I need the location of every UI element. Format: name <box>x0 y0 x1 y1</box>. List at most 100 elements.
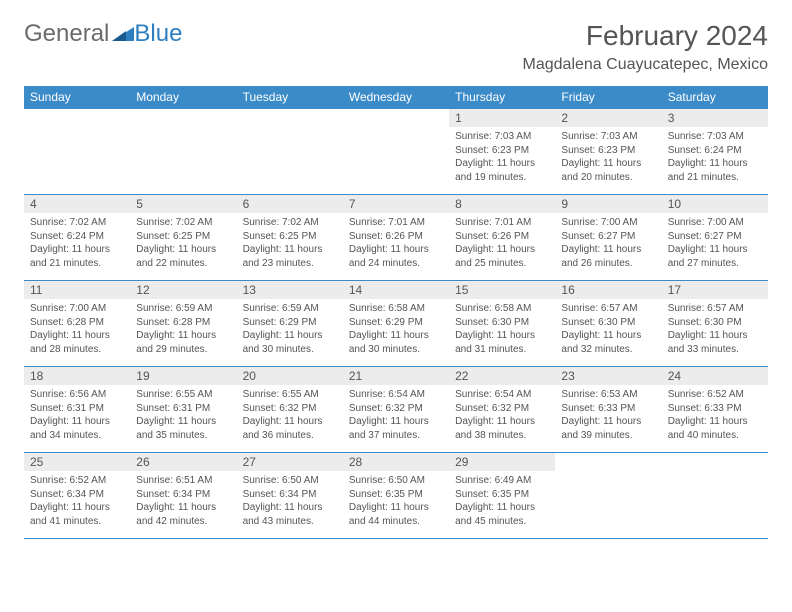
day-data: Sunrise: 6:55 AMSunset: 6:31 PMDaylight:… <box>130 385 236 445</box>
sunset-text: Sunset: 6:34 PM <box>243 488 337 502</box>
sunset-text: Sunset: 6:35 PM <box>349 488 443 502</box>
calendar-cell: 4Sunrise: 7:02 AMSunset: 6:24 PMDaylight… <box>24 195 130 281</box>
calendar-cell: 8Sunrise: 7:01 AMSunset: 6:26 PMDaylight… <box>449 195 555 281</box>
day-number: 11 <box>24 281 130 299</box>
day-data: Sunrise: 6:55 AMSunset: 6:32 PMDaylight:… <box>237 385 343 445</box>
sunrise-text: Sunrise: 7:00 AM <box>668 216 762 230</box>
title-block: February 2024 Magdalena Cuayucatepec, Me… <box>523 20 768 74</box>
sunset-text: Sunset: 6:25 PM <box>136 230 230 244</box>
calendar-cell: 19Sunrise: 6:55 AMSunset: 6:31 PMDayligh… <box>130 367 236 453</box>
daylight-text: Daylight: 11 hours and 32 minutes. <box>561 329 655 356</box>
sunset-text: Sunset: 6:29 PM <box>243 316 337 330</box>
day-number: 7 <box>343 195 449 213</box>
sunset-text: Sunset: 6:31 PM <box>136 402 230 416</box>
calendar-cell: 9Sunrise: 7:00 AMSunset: 6:27 PMDaylight… <box>555 195 661 281</box>
calendar-cell: 7Sunrise: 7:01 AMSunset: 6:26 PMDaylight… <box>343 195 449 281</box>
calendar-cell: 20Sunrise: 6:55 AMSunset: 6:32 PMDayligh… <box>237 367 343 453</box>
day-number: 22 <box>449 367 555 385</box>
daylight-text: Daylight: 11 hours and 22 minutes. <box>136 243 230 270</box>
sunrise-text: Sunrise: 7:00 AM <box>561 216 655 230</box>
calendar-cell <box>343 109 449 195</box>
sunrise-text: Sunrise: 6:57 AM <box>561 302 655 316</box>
day-number: 29 <box>449 453 555 471</box>
day-data: Sunrise: 6:52 AMSunset: 6:33 PMDaylight:… <box>662 385 768 445</box>
sunset-text: Sunset: 6:23 PM <box>455 144 549 158</box>
sunset-text: Sunset: 6:27 PM <box>668 230 762 244</box>
calendar-cell: 21Sunrise: 6:54 AMSunset: 6:32 PMDayligh… <box>343 367 449 453</box>
day-data: Sunrise: 7:02 AMSunset: 6:24 PMDaylight:… <box>24 213 130 273</box>
sunrise-text: Sunrise: 6:59 AM <box>136 302 230 316</box>
sunset-text: Sunset: 6:34 PM <box>136 488 230 502</box>
daylight-text: Daylight: 11 hours and 29 minutes. <box>136 329 230 356</box>
sunrise-text: Sunrise: 7:02 AM <box>243 216 337 230</box>
sunset-text: Sunset: 6:24 PM <box>668 144 762 158</box>
day-number: 26 <box>130 453 236 471</box>
sunset-text: Sunset: 6:32 PM <box>455 402 549 416</box>
daylight-text: Daylight: 11 hours and 28 minutes. <box>30 329 124 356</box>
sunrise-text: Sunrise: 6:51 AM <box>136 474 230 488</box>
day-data: Sunrise: 6:56 AMSunset: 6:31 PMDaylight:… <box>24 385 130 445</box>
sunrise-text: Sunrise: 7:02 AM <box>136 216 230 230</box>
daylight-text: Daylight: 11 hours and 30 minutes. <box>349 329 443 356</box>
daylight-text: Daylight: 11 hours and 21 minutes. <box>30 243 124 270</box>
calendar-cell <box>237 109 343 195</box>
day-data: Sunrise: 6:50 AMSunset: 6:35 PMDaylight:… <box>343 471 449 531</box>
calendar-body: 1Sunrise: 7:03 AMSunset: 6:23 PMDaylight… <box>24 109 768 539</box>
calendar-cell <box>130 109 236 195</box>
sunrise-text: Sunrise: 6:52 AM <box>30 474 124 488</box>
weekday-header: Thursday <box>449 86 555 109</box>
calendar-week-row: 11Sunrise: 7:00 AMSunset: 6:28 PMDayligh… <box>24 281 768 367</box>
day-data: Sunrise: 6:59 AMSunset: 6:29 PMDaylight:… <box>237 299 343 359</box>
calendar-week-row: 25Sunrise: 6:52 AMSunset: 6:34 PMDayligh… <box>24 453 768 539</box>
weekday-header: Saturday <box>662 86 768 109</box>
calendar-week-row: 4Sunrise: 7:02 AMSunset: 6:24 PMDaylight… <box>24 195 768 281</box>
sunset-text: Sunset: 6:31 PM <box>30 402 124 416</box>
sunset-text: Sunset: 6:28 PM <box>30 316 124 330</box>
calendar-cell: 11Sunrise: 7:00 AMSunset: 6:28 PMDayligh… <box>24 281 130 367</box>
weekday-header: Friday <box>555 86 661 109</box>
sunset-text: Sunset: 6:32 PM <box>349 402 443 416</box>
sunrise-text: Sunrise: 6:57 AM <box>668 302 762 316</box>
calendar-cell: 27Sunrise: 6:50 AMSunset: 6:34 PMDayligh… <box>237 453 343 539</box>
daylight-text: Daylight: 11 hours and 36 minutes. <box>243 415 337 442</box>
sunrise-text: Sunrise: 7:03 AM <box>561 130 655 144</box>
daylight-text: Daylight: 11 hours and 30 minutes. <box>243 329 337 356</box>
calendar-cell: 15Sunrise: 6:58 AMSunset: 6:30 PMDayligh… <box>449 281 555 367</box>
logo-triangle-icon <box>112 20 134 48</box>
daylight-text: Daylight: 11 hours and 35 minutes. <box>136 415 230 442</box>
day-data: Sunrise: 6:51 AMSunset: 6:34 PMDaylight:… <box>130 471 236 531</box>
sunset-text: Sunset: 6:30 PM <box>668 316 762 330</box>
daylight-text: Daylight: 11 hours and 38 minutes. <box>455 415 549 442</box>
day-number: 20 <box>237 367 343 385</box>
logo-text-blue: Blue <box>134 20 182 48</box>
day-number: 21 <box>343 367 449 385</box>
daylight-text: Daylight: 11 hours and 43 minutes. <box>243 501 337 528</box>
sunrise-text: Sunrise: 7:03 AM <box>668 130 762 144</box>
day-number: 9 <box>555 195 661 213</box>
day-number: 4 <box>24 195 130 213</box>
day-data: Sunrise: 7:03 AMSunset: 6:23 PMDaylight:… <box>449 127 555 187</box>
day-data: Sunrise: 6:58 AMSunset: 6:30 PMDaylight:… <box>449 299 555 359</box>
day-number: 1 <box>449 109 555 127</box>
calendar-cell: 14Sunrise: 6:58 AMSunset: 6:29 PMDayligh… <box>343 281 449 367</box>
sunset-text: Sunset: 6:27 PM <box>561 230 655 244</box>
daylight-text: Daylight: 11 hours and 37 minutes. <box>349 415 443 442</box>
day-data: Sunrise: 6:54 AMSunset: 6:32 PMDaylight:… <box>343 385 449 445</box>
calendar-cell: 5Sunrise: 7:02 AMSunset: 6:25 PMDaylight… <box>130 195 236 281</box>
day-number: 5 <box>130 195 236 213</box>
sunset-text: Sunset: 6:32 PM <box>243 402 337 416</box>
day-data: Sunrise: 7:00 AMSunset: 6:27 PMDaylight:… <box>662 213 768 273</box>
calendar-cell <box>662 453 768 539</box>
day-number: 25 <box>24 453 130 471</box>
daylight-text: Daylight: 11 hours and 41 minutes. <box>30 501 124 528</box>
daylight-text: Daylight: 11 hours and 39 minutes. <box>561 415 655 442</box>
calendar-cell: 26Sunrise: 6:51 AMSunset: 6:34 PMDayligh… <box>130 453 236 539</box>
day-data: Sunrise: 7:02 AMSunset: 6:25 PMDaylight:… <box>237 213 343 273</box>
day-data: Sunrise: 7:02 AMSunset: 6:25 PMDaylight:… <box>130 213 236 273</box>
sunset-text: Sunset: 6:34 PM <box>30 488 124 502</box>
calendar-cell: 13Sunrise: 6:59 AMSunset: 6:29 PMDayligh… <box>237 281 343 367</box>
day-data: Sunrise: 6:53 AMSunset: 6:33 PMDaylight:… <box>555 385 661 445</box>
sunset-text: Sunset: 6:26 PM <box>455 230 549 244</box>
daylight-text: Daylight: 11 hours and 44 minutes. <box>349 501 443 528</box>
calendar-cell: 3Sunrise: 7:03 AMSunset: 6:24 PMDaylight… <box>662 109 768 195</box>
